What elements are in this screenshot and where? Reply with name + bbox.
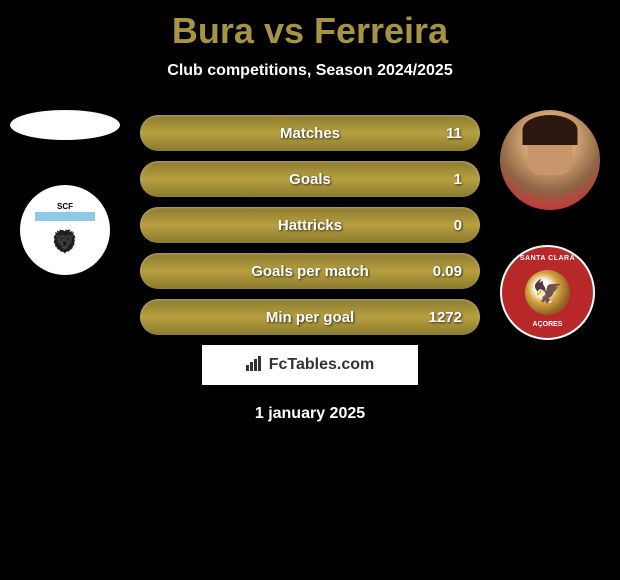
comparison-title: Bura vs Ferreira [0,0,620,52]
player1-name: Bura [172,10,254,51]
player2-name: Ferreira [314,10,448,51]
player2-photo [500,110,600,210]
santa-clara-eagle-icon [525,270,570,315]
player2-club-logo [500,245,595,340]
player1-photo [10,110,120,140]
footer-date: 1 january 2025 [0,405,620,423]
content-area: Matches 11 Goals 1 Hattricks 0 Goals per… [0,110,620,423]
stat-right-value: 0 [422,217,462,234]
right-player-column [495,110,615,340]
scf-shield-icon [35,200,95,260]
stat-right-value: 1272 [422,309,462,326]
chart-icon [246,355,264,376]
stat-label: Hattricks [278,217,342,234]
stat-right-value: 1 [422,171,462,188]
stat-bar-min-per-goal: Min per goal 1272 [140,299,480,335]
subtitle: Club competitions, Season 2024/2025 [0,62,620,80]
stat-label: Matches [280,125,340,142]
stat-bar-hattricks: Hattricks 0 [140,207,480,243]
stats-container: Matches 11 Goals 1 Hattricks 0 Goals per… [140,110,480,335]
stat-right-value: 0.09 [422,263,462,280]
left-player-column [5,110,125,275]
stat-bar-goals: Goals 1 [140,161,480,197]
stat-label: Goals [289,171,331,188]
watermark-text: FcTables.com [269,356,375,374]
stat-bar-goals-per-match: Goals per match 0.09 [140,253,480,289]
player1-club-logo [20,185,110,275]
stat-label: Goals per match [251,263,369,280]
watermark[interactable]: FcTables.com [202,345,418,385]
stat-label: Min per goal [266,309,354,326]
stat-bar-matches: Matches 11 [140,115,480,151]
vs-text: vs [264,10,304,51]
stat-right-value: 11 [422,125,462,142]
